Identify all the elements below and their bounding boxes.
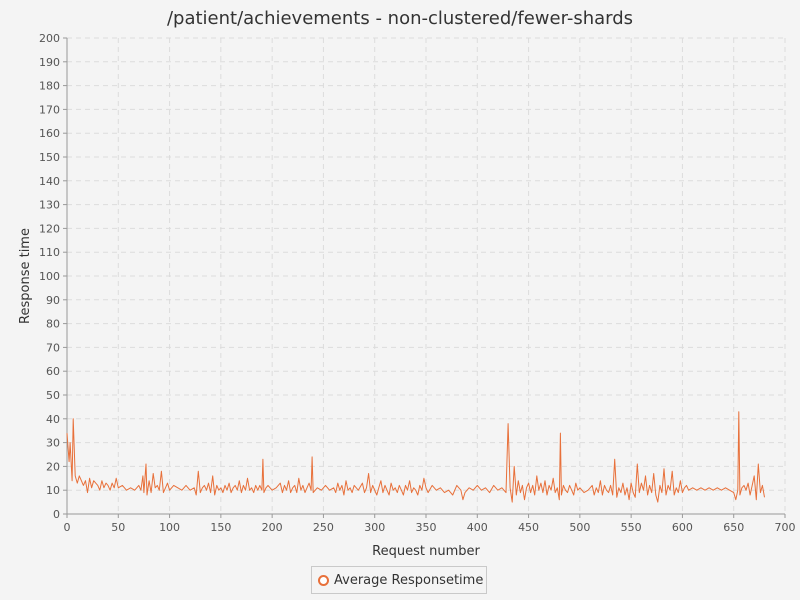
y-tick-label: 130 bbox=[39, 199, 60, 212]
x-tick-label: 0 bbox=[64, 521, 71, 534]
x-tick-label: 500 bbox=[569, 521, 590, 534]
x-tick-label: 600 bbox=[672, 521, 693, 534]
y-tick-label: 160 bbox=[39, 127, 60, 140]
y-tick-label: 50 bbox=[46, 389, 60, 402]
series-line bbox=[66, 411, 765, 503]
x-axis-label: Request number bbox=[372, 544, 480, 559]
x-tick-label: 350 bbox=[416, 521, 437, 534]
y-tick-label: 40 bbox=[46, 413, 60, 426]
y-tick-label: 90 bbox=[46, 294, 60, 307]
x-axis-ticks: 0 50 100 150 200 250 300 350 400 450 500 550 600 650 7… bbox=[64, 514, 796, 534]
legend-marker-icon bbox=[318, 574, 329, 586]
y-tick-label: 140 bbox=[39, 175, 60, 188]
y-axis-ticks: 0 10 20 30 40 50 60 70 80 90 100 110 120 130 140 150 160… bbox=[39, 32, 67, 521]
y-tick-label: 20 bbox=[46, 460, 60, 473]
y-tick-label: 60 bbox=[46, 365, 60, 378]
y-tick-label: 150 bbox=[39, 151, 60, 164]
legend: Average Responsetime bbox=[311, 566, 487, 594]
x-tick-label: 100 bbox=[159, 521, 180, 534]
x-tick-label: 150 bbox=[210, 521, 231, 534]
y-tick-label: 70 bbox=[46, 341, 60, 354]
y-tick-label: 110 bbox=[39, 246, 60, 259]
legend-label: Average Responsetime bbox=[334, 572, 484, 588]
y-tick-label: 180 bbox=[39, 80, 60, 93]
x-tick-label: 650 bbox=[723, 521, 744, 534]
y-tick-label: 80 bbox=[46, 318, 60, 331]
y-tick-label: 190 bbox=[39, 56, 60, 69]
x-tick-label: 50 bbox=[111, 521, 125, 534]
y-tick-label: 0 bbox=[53, 508, 60, 521]
series-group bbox=[66, 411, 765, 503]
chart-title: /patient/achievements - non-clustered/fe… bbox=[167, 8, 633, 29]
y-tick-label: 100 bbox=[39, 270, 60, 283]
y-tick-label: 170 bbox=[39, 103, 60, 116]
x-tick-label: 300 bbox=[364, 521, 385, 534]
y-tick-label: 30 bbox=[46, 437, 60, 450]
x-tick-label: 700 bbox=[775, 521, 796, 534]
x-tick-label: 250 bbox=[313, 521, 334, 534]
y-tick-label: 10 bbox=[46, 484, 60, 497]
x-tick-label: 450 bbox=[518, 521, 539, 534]
x-tick-label: 550 bbox=[621, 521, 642, 534]
y-tick-label: 200 bbox=[39, 32, 60, 45]
y-axis-label: Response time bbox=[18, 228, 33, 324]
x-tick-label: 400 bbox=[467, 521, 488, 534]
y-tick-label: 120 bbox=[39, 222, 60, 235]
x-tick-label: 200 bbox=[262, 521, 283, 534]
